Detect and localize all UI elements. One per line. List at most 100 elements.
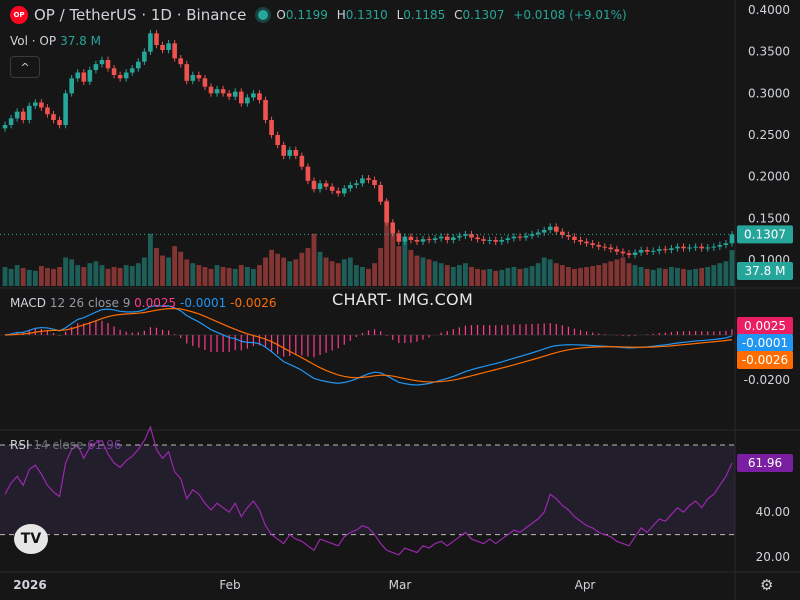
volume-bar — [729, 250, 735, 286]
candle — [705, 247, 711, 249]
collapse-legend-button[interactable]: ^ — [10, 56, 40, 78]
candle — [299, 155, 305, 167]
settings-gear-icon[interactable]: ⚙ — [760, 576, 774, 594]
volume-bar — [681, 268, 686, 286]
candle — [511, 236, 517, 239]
volume-bar — [541, 257, 547, 286]
op-logo-icon: OP — [10, 6, 28, 24]
volume-bar — [390, 229, 396, 286]
volume-bar — [517, 268, 523, 286]
volume-bar — [632, 265, 638, 286]
candle — [457, 235, 462, 238]
candle — [26, 105, 32, 120]
volume-bar — [57, 267, 62, 286]
volume-bar — [626, 263, 632, 286]
rsi-badge: 61.96 — [748, 456, 782, 470]
volume-bar — [51, 268, 56, 286]
candle — [420, 239, 426, 242]
candle — [517, 236, 523, 238]
macd-hist-badge-bg — [737, 317, 793, 335]
volume-legend: Vol · OP 37.8 M — [10, 34, 101, 48]
volume-bar — [341, 259, 347, 286]
volume-bar — [499, 269, 505, 286]
rsi-axis-label: 20.00 — [756, 550, 790, 564]
volume-bar — [26, 269, 32, 286]
candle — [14, 111, 20, 119]
candle — [75, 72, 81, 79]
candle — [226, 93, 232, 97]
volume-bar — [269, 249, 274, 286]
volume-bar — [469, 267, 474, 286]
volume-bar — [559, 265, 565, 286]
candle — [402, 236, 408, 242]
volume-bar — [662, 268, 668, 286]
candle — [317, 183, 323, 190]
candle — [51, 114, 56, 120]
candle — [378, 185, 383, 202]
volume-bar — [675, 267, 680, 286]
candle — [87, 70, 93, 82]
volume-bar — [93, 261, 99, 286]
volume-bar — [2, 267, 8, 286]
candle — [650, 250, 656, 252]
volume-bar — [263, 257, 268, 286]
candle — [663, 249, 668, 251]
volume-bar — [38, 266, 44, 286]
candle — [45, 107, 50, 115]
candle — [129, 68, 135, 73]
time-axis-label: Mar — [389, 578, 412, 592]
signal-badge: -0.0026 — [742, 353, 788, 367]
candle — [202, 78, 208, 87]
candle — [481, 239, 486, 241]
volume-bar — [323, 257, 329, 286]
candle — [723, 243, 729, 245]
candle — [438, 236, 444, 239]
volume-bar — [372, 263, 377, 286]
candle — [184, 64, 190, 81]
candle — [154, 33, 159, 45]
tradingview-logo-icon[interactable]: TV — [14, 524, 48, 554]
candle — [475, 237, 480, 240]
candle — [717, 245, 723, 247]
volume-bar — [117, 267, 123, 286]
volume-bar — [487, 268, 493, 286]
candle — [238, 91, 244, 104]
price-badge: 0.1307 — [744, 227, 786, 241]
candle — [396, 233, 402, 242]
candle — [366, 178, 371, 180]
candle — [590, 243, 595, 245]
candle — [99, 60, 105, 65]
volume-bar — [408, 249, 414, 286]
rsi-badge-bg — [737, 454, 793, 472]
volume-bar — [396, 246, 402, 286]
watermark: CHART- IMG.COM — [332, 290, 474, 309]
candle — [341, 188, 347, 194]
candle — [160, 45, 165, 50]
volume-bar — [505, 267, 511, 286]
candle — [275, 135, 280, 145]
candle — [323, 183, 329, 187]
candle — [220, 89, 226, 94]
volume-bar — [111, 267, 117, 286]
candle — [305, 166, 311, 181]
volume-bar — [275, 253, 281, 286]
volume-bar — [75, 265, 81, 286]
candle — [711, 246, 717, 248]
candle — [142, 51, 147, 62]
candle — [311, 180, 317, 190]
price-axis-label: 0.4000 — [748, 3, 790, 17]
time-axis-label: Apr — [575, 578, 596, 592]
symbol-title[interactable]: OP / TetherUS · 1D · Binance — [34, 6, 247, 24]
macd-legend: MACD 12 26 close 9 0.0025 -0.0001 -0.002… — [10, 296, 277, 310]
candle — [8, 118, 14, 125]
volume-bar — [293, 259, 299, 286]
candle — [354, 183, 359, 185]
candle — [166, 43, 171, 50]
candle — [426, 239, 432, 241]
volume-bar — [257, 265, 262, 286]
macd-badge-bg — [737, 334, 793, 352]
volume-bar — [244, 267, 250, 286]
volume-bar — [8, 268, 14, 286]
candle — [687, 247, 692, 249]
